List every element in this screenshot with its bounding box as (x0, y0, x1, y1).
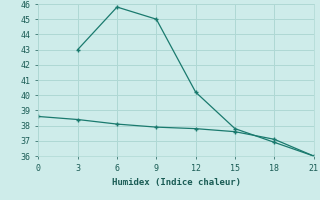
X-axis label: Humidex (Indice chaleur): Humidex (Indice chaleur) (111, 178, 241, 187)
